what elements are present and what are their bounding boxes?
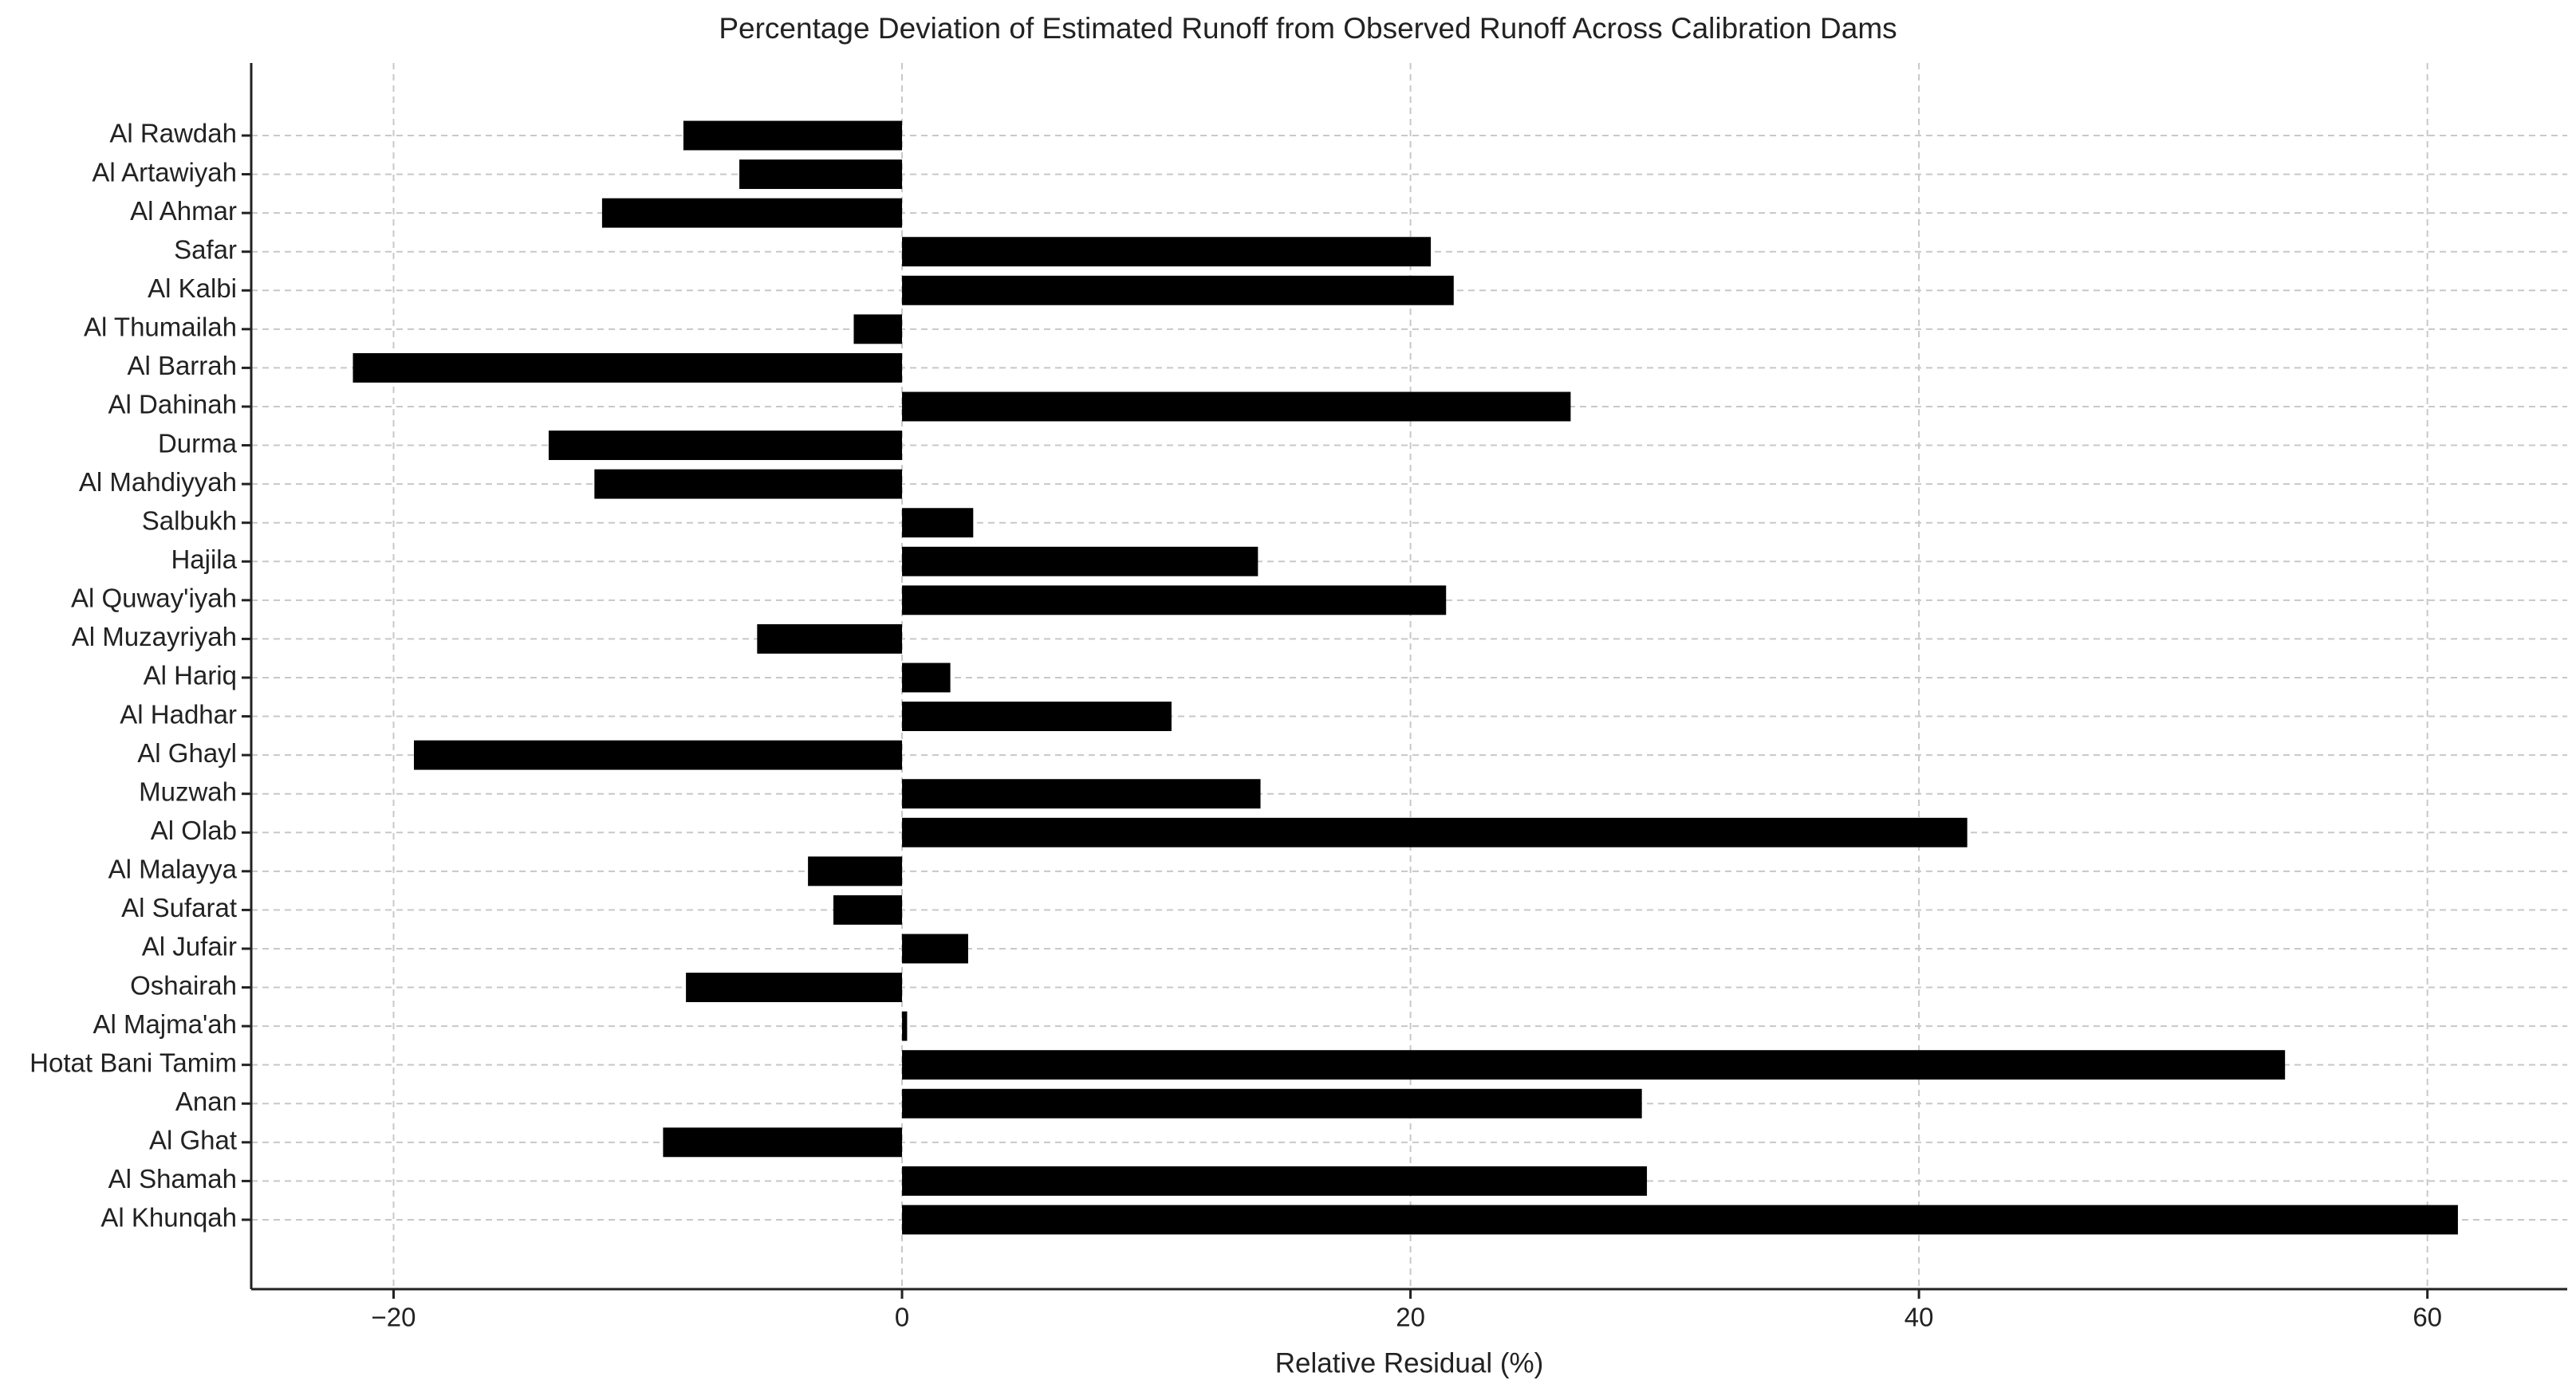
x-tick-label: 40 xyxy=(1904,1303,1934,1332)
y-tick-label: Anan xyxy=(175,1087,237,1116)
bar xyxy=(902,391,1571,422)
bar xyxy=(902,702,1172,732)
y-tick-label: Al Barrah xyxy=(127,351,237,380)
x-tick-label: −20 xyxy=(372,1303,416,1332)
bar xyxy=(686,973,903,1002)
bar xyxy=(739,159,903,190)
y-tick-label: Al Kalbi xyxy=(148,273,237,303)
x-tick-label: 20 xyxy=(1396,1303,1425,1332)
y-tick-label: Al Dahinah xyxy=(108,390,237,419)
bar xyxy=(808,856,903,887)
y-tick-label: Al Majma'ah xyxy=(93,1009,237,1039)
y-tick-label: Al Shamah xyxy=(108,1164,237,1193)
y-tick-label: Muzwah xyxy=(139,777,237,806)
y-tick-label: Al Quway'iyah xyxy=(71,584,237,613)
y-tick-label: Al Hadhar xyxy=(120,699,237,729)
bar xyxy=(833,895,903,925)
bar xyxy=(902,779,1261,809)
y-tick-label: Al Thumailah xyxy=(84,313,237,342)
y-tick-label: Durma xyxy=(158,428,238,458)
bar xyxy=(414,740,903,770)
bar xyxy=(757,623,903,654)
bar xyxy=(853,314,903,344)
bar xyxy=(594,469,903,499)
x-axis-label: Relative Residual (%) xyxy=(1275,1347,1544,1378)
bar xyxy=(902,1011,908,1041)
y-tick-label: Al Ahmar xyxy=(130,196,237,226)
y-tick-label: Al Malayya xyxy=(108,855,238,884)
y-tick-label: Al Ghat xyxy=(149,1126,237,1155)
bar xyxy=(902,1088,1642,1119)
bar xyxy=(902,663,951,693)
bar xyxy=(902,1205,2458,1235)
y-tick-label: Al Olab xyxy=(151,816,237,845)
bar xyxy=(548,431,903,461)
bar xyxy=(902,275,1454,305)
bar xyxy=(902,585,1447,615)
bar xyxy=(902,1050,2286,1080)
bar xyxy=(902,546,1258,576)
y-tick-label: Al Mahdiyyah xyxy=(79,467,237,497)
x-tick-label: 60 xyxy=(2413,1303,2442,1332)
bar xyxy=(902,817,1967,847)
y-tick-label: Al Hariq xyxy=(144,661,237,690)
y-tick-label: Salbukh xyxy=(142,505,237,535)
y-tick-label: Hajila xyxy=(171,545,237,574)
chart-title: Percentage Deviation of Estimated Runoff… xyxy=(719,12,1897,45)
y-tick-label: Oshairah xyxy=(130,970,237,1000)
y-tick-label: Hotat Bani Tamim xyxy=(30,1048,237,1077)
y-tick-label: Al Muzayriyah xyxy=(72,622,237,651)
y-tick-label: Safar xyxy=(174,234,237,264)
bar xyxy=(683,120,903,151)
bar xyxy=(902,934,968,964)
y-tick-label: Al Khunqah xyxy=(100,1203,237,1233)
bar xyxy=(663,1127,903,1158)
y-tick-label: Al Rawdah xyxy=(109,119,237,148)
bar xyxy=(601,198,903,228)
bar xyxy=(353,352,903,383)
y-tick-label: Al Ghayl xyxy=(137,738,237,768)
x-tick-label: 0 xyxy=(895,1303,909,1332)
y-tick-label: Al Jufair xyxy=(142,932,237,961)
bar xyxy=(902,1166,1648,1196)
bar xyxy=(902,508,974,538)
y-tick-label: Al Sufarat xyxy=(121,893,237,922)
y-tick-label: Al Artawiyah xyxy=(92,157,237,187)
bar xyxy=(902,237,1432,267)
